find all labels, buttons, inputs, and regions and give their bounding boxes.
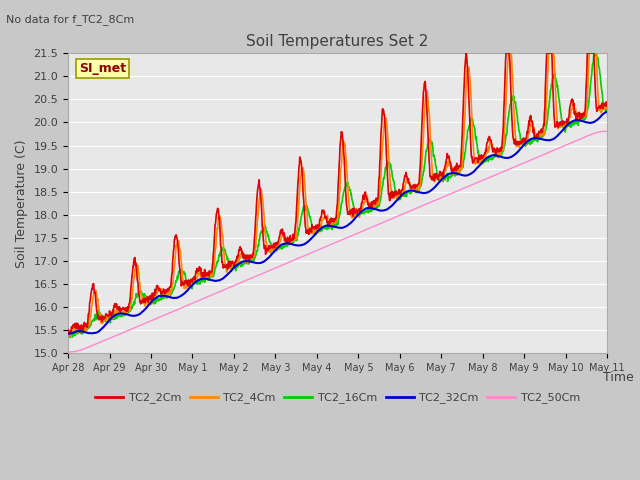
Legend: TC2_2Cm, TC2_4Cm, TC2_16Cm, TC2_32Cm, TC2_50Cm: TC2_2Cm, TC2_4Cm, TC2_16Cm, TC2_32Cm, TC… <box>91 388 584 408</box>
TC2_4Cm <box>64 333 72 339</box>
TC2_4Cm <box>416 185 424 191</box>
TC2_50Cm <box>604 128 611 134</box>
TC2_32Cm <box>513 149 521 155</box>
TC2_50Cm <box>362 227 370 232</box>
TC2_32Cm <box>416 190 424 195</box>
TC2_2Cm <box>462 50 470 56</box>
TC2_16Cm <box>591 50 599 56</box>
TC2_32Cm <box>65 331 72 336</box>
TC2_4Cm <box>568 106 576 111</box>
TC2_50Cm <box>568 140 575 145</box>
TC2_32Cm <box>64 331 72 336</box>
TC2_50Cm <box>513 163 521 168</box>
Text: SI_met: SI_met <box>79 62 126 75</box>
TC2_16Cm <box>604 107 611 112</box>
TC2_32Cm <box>604 109 611 115</box>
TC2_50Cm <box>278 262 286 268</box>
TC2_16Cm <box>527 139 535 144</box>
TC2_50Cm <box>528 157 536 163</box>
TC2_16Cm <box>513 111 521 117</box>
TC2_2Cm <box>65 330 72 336</box>
TC2_32Cm <box>278 241 286 247</box>
Line: TC2_2Cm: TC2_2Cm <box>68 53 607 333</box>
TC2_4Cm <box>604 104 611 110</box>
Line: TC2_50Cm: TC2_50Cm <box>68 131 607 352</box>
Title: Soil Temperatures Set 2: Soil Temperatures Set 2 <box>246 34 429 49</box>
Line: TC2_16Cm: TC2_16Cm <box>68 53 607 337</box>
TC2_50Cm <box>65 349 72 355</box>
TC2_16Cm <box>278 245 286 251</box>
TC2_16Cm <box>568 122 575 128</box>
TC2_50Cm <box>64 349 72 355</box>
TC2_32Cm <box>362 205 370 211</box>
TC2_32Cm <box>568 119 575 125</box>
TC2_4Cm <box>67 334 75 339</box>
TC2_4Cm <box>362 198 370 204</box>
Text: No data for f_TC2_8Cm: No data for f_TC2_8Cm <box>6 14 134 25</box>
TC2_16Cm <box>362 208 370 214</box>
TC2_16Cm <box>415 188 423 193</box>
TC2_2Cm <box>64 327 72 333</box>
TC2_16Cm <box>64 335 72 340</box>
TC2_4Cm <box>514 140 522 145</box>
TC2_2Cm <box>604 102 611 108</box>
TC2_2Cm <box>568 96 576 102</box>
TC2_32Cm <box>528 136 536 142</box>
TC2_4Cm <box>528 118 536 124</box>
TC2_2Cm <box>514 140 522 146</box>
TC2_4Cm <box>505 50 513 56</box>
X-axis label: Time: Time <box>603 372 634 384</box>
TC2_2Cm <box>416 173 424 179</box>
TC2_2Cm <box>362 195 370 201</box>
Line: TC2_4Cm: TC2_4Cm <box>68 53 607 336</box>
Y-axis label: Soil Temperature (C): Soil Temperature (C) <box>15 139 28 267</box>
TC2_4Cm <box>278 234 286 240</box>
TC2_2Cm <box>528 119 536 124</box>
TC2_2Cm <box>278 226 286 232</box>
TC2_50Cm <box>416 204 424 210</box>
Line: TC2_32Cm: TC2_32Cm <box>68 112 607 334</box>
